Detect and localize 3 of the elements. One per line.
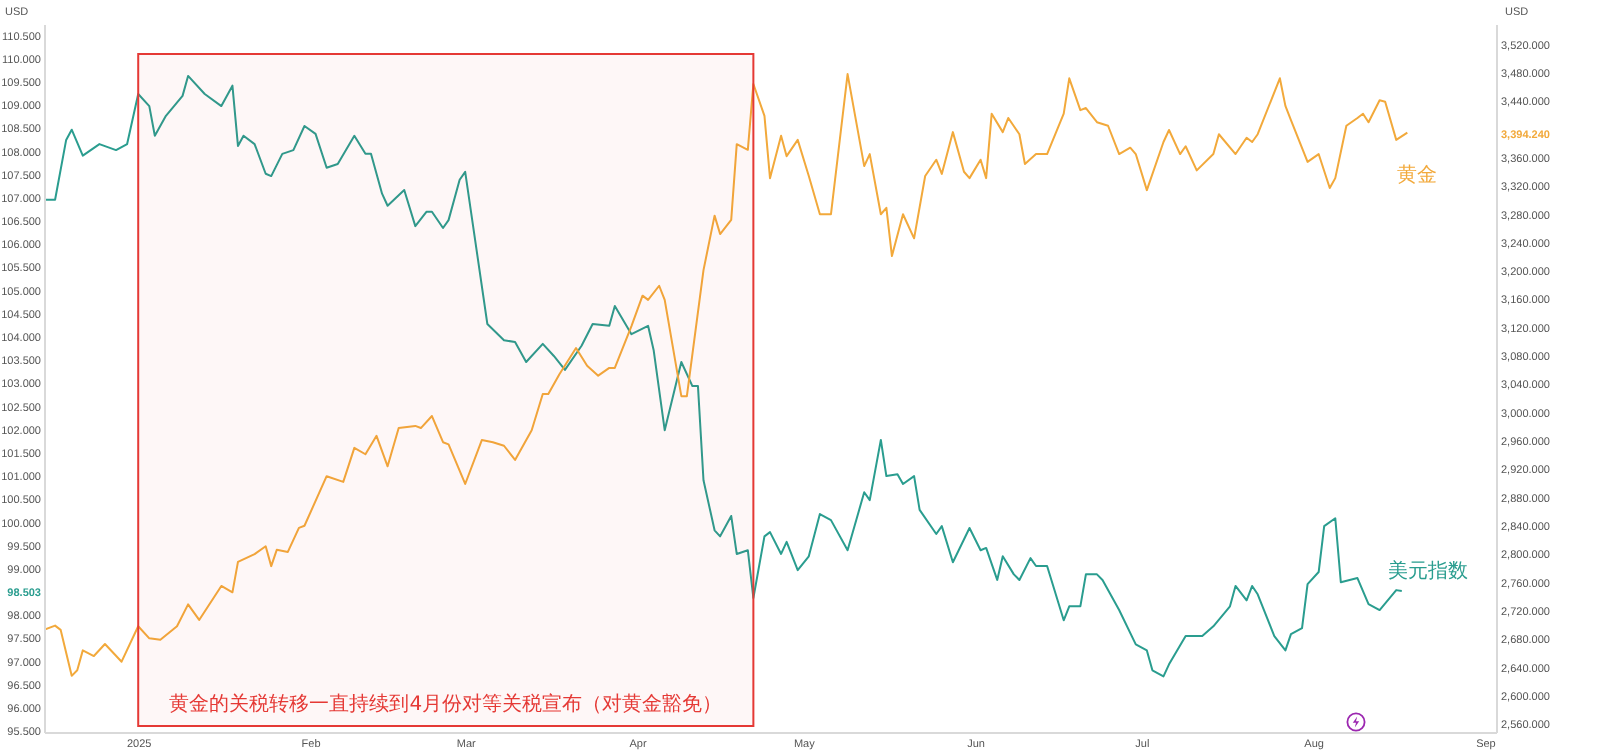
band-label: 黄金的关税转移一直持续到4月份对等关税宣布（对黄金豁免） — [169, 692, 723, 716]
series-label: 美元指数 — [1387, 558, 1468, 583]
series-label: 黄金 — [1397, 162, 1438, 187]
